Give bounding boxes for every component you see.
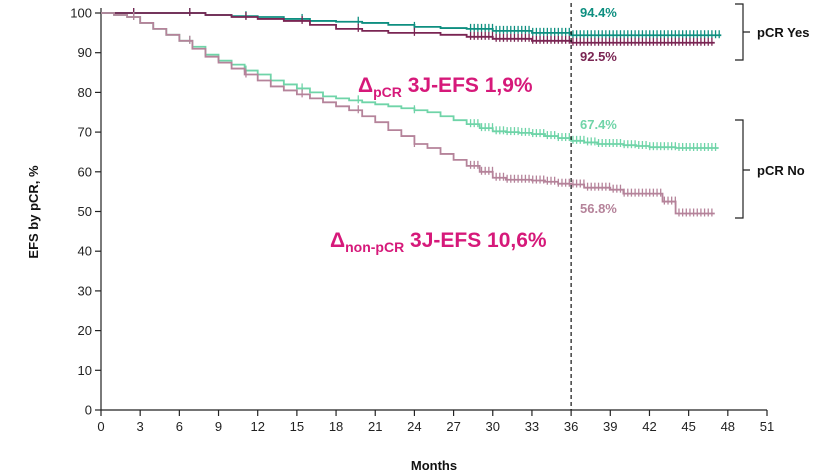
x-tick-label: 51 [760, 419, 774, 434]
series-line-pcr_no_green [101, 12, 719, 149]
x-tick-label: 33 [525, 419, 539, 434]
delta-nonpcr-text: 3J-EFS 10,6% [404, 229, 547, 252]
group-label-pcr-no: pCR No [757, 163, 805, 178]
pct-label-yes-purple: 92.5% [580, 49, 617, 64]
y-tick-label: 0 [85, 403, 92, 418]
delta-nonpcr-subscript: non-pCR [345, 239, 404, 255]
y-tick-label: 90 [78, 45, 92, 60]
bracket-pcr-no [735, 119, 750, 219]
x-tick-label: 30 [486, 419, 500, 434]
y-tick-label: 60 [78, 164, 92, 179]
x-tick-label: 0 [97, 419, 104, 434]
y-axis-title: EFS by pCR, % [26, 165, 41, 259]
pct-label-no-mauve: 56.8% [580, 201, 617, 216]
x-tick-label: 15 [290, 419, 304, 434]
series-line-pcr_yes_purple [101, 12, 715, 44]
x-tick-label: 48 [721, 419, 735, 434]
y-tick-label: 40 [78, 244, 92, 259]
x-tick-label: 9 [215, 419, 222, 434]
x-tick-label: 21 [368, 419, 382, 434]
x-tick-label: 36 [564, 419, 578, 434]
x-axis-title: Months [411, 458, 457, 473]
delta-pcr-annotation: ΔpCR 3J-EFS 1,9% [358, 74, 533, 100]
series-layer [101, 8, 722, 217]
y-tick-label: 10 [78, 363, 92, 378]
x-tick-label: 27 [446, 419, 460, 434]
y-tick-label: 30 [78, 283, 92, 298]
bracket-pcr-yes [735, 3, 750, 61]
x-tick-label: 3 [137, 419, 144, 434]
x-tick-label: 18 [329, 419, 343, 434]
delta-pcr-text: 3J-EFS 1,9% [402, 74, 533, 97]
delta-pcr-symbol: Δ [358, 74, 373, 97]
x-tick-label: 12 [250, 419, 264, 434]
pct-label-yes-teal: 94.4% [580, 5, 617, 20]
y-tick-label: 20 [78, 323, 92, 338]
y-tick-label: 100 [70, 6, 92, 21]
x-tick-label: 24 [407, 419, 421, 434]
y-tick-label: 80 [78, 85, 92, 100]
group-label-pcr-yes: pCR Yes [757, 25, 810, 40]
x-tick-label: 6 [176, 419, 183, 434]
x-tick-label: 42 [642, 419, 656, 434]
y-tick-label: 70 [78, 125, 92, 140]
delta-pcr-subscript: pCR [373, 84, 402, 100]
x-tick-label: 45 [681, 419, 695, 434]
delta-nonpcr-symbol: Δ [330, 229, 345, 252]
delta-nonpcr-annotation: Δnon-pCR 3J-EFS 10,6% [330, 229, 547, 255]
y-tick-label: 50 [78, 204, 92, 219]
pct-label-no-green: 67.4% [580, 117, 617, 132]
x-tick-label: 39 [603, 419, 617, 434]
